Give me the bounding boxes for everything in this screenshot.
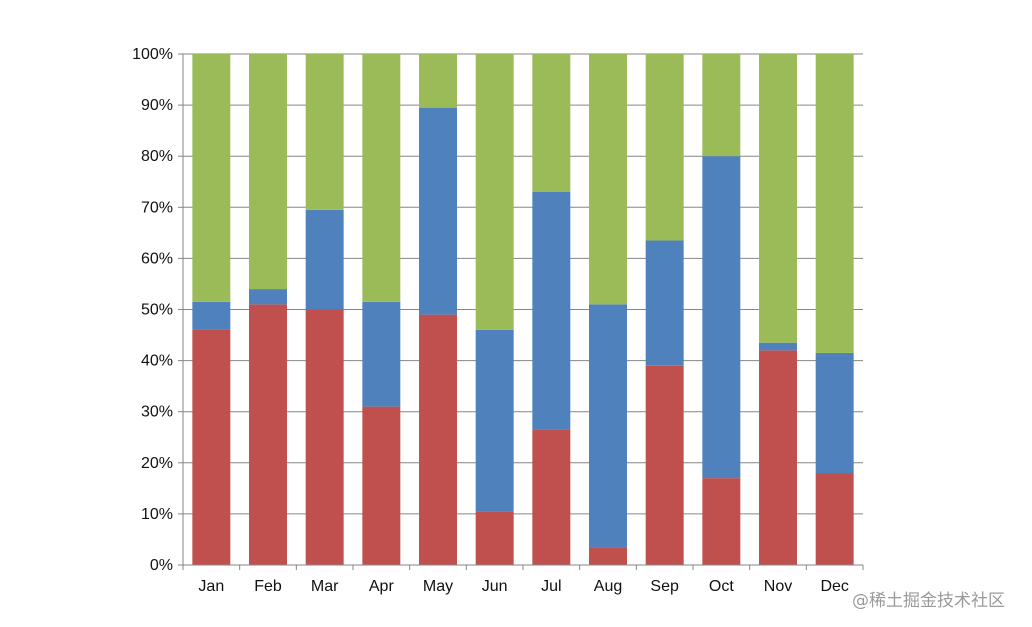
x-tick-label: Sep (650, 578, 679, 595)
bar-segment-dec-1 (815, 473, 854, 565)
y-tick-label: 20% (141, 455, 173, 472)
bar-segment-nov-2 (759, 342, 797, 351)
y-tick-label: 80% (141, 148, 173, 165)
y-tick-label: 70% (141, 199, 173, 216)
bar-segment-jan-2 (192, 301, 231, 330)
bar-segment-aug-3 (589, 54, 627, 305)
bar-segment-oct-2 (702, 156, 741, 479)
x-tick-label: Oct (709, 578, 734, 595)
axes (178, 53, 864, 570)
bar-segment-may-1 (419, 314, 457, 565)
y-tick-label: 0% (150, 557, 173, 574)
bar-segment-jun-1 (475, 511, 514, 565)
x-tick-label: Apr (369, 578, 395, 595)
y-tick-label: 40% (141, 353, 173, 370)
bar-segment-may-3 (419, 54, 457, 108)
bar-segment-mar-3 (305, 54, 344, 210)
watermark: @稀土掘金技术社区 (852, 591, 1005, 611)
bar-segment-feb-2 (249, 289, 287, 305)
bar-segment-nov-1 (759, 350, 797, 565)
x-tick-label: Jul (541, 578, 561, 595)
y-tick-label: 100% (132, 46, 173, 63)
x-tick-label: Feb (254, 578, 282, 595)
bar-segment-dec-2 (815, 352, 854, 474)
y-tick-label: 90% (141, 97, 173, 114)
x-tick-label: Aug (594, 578, 622, 595)
x-tick-label: Jun (482, 578, 508, 595)
y-tick-label: 60% (141, 250, 173, 267)
x-axis-tick-labels: Jan Feb Mar Apr May Jun Jul Aug Sep Oct Nov Dec (198, 578, 848, 595)
bar-segment-jul-3 (532, 54, 571, 192)
bar-segment-apr-1 (362, 406, 401, 565)
y-tick-label: 10% (141, 506, 173, 523)
bar-segment-sep-3 (645, 54, 684, 241)
gridlines (183, 53, 863, 515)
y-tick-label: 30% (141, 404, 173, 421)
bar-segment-aug-2 (589, 304, 627, 548)
bar-segment-oct-3 (702, 54, 741, 157)
bar-segment-sep-2 (645, 240, 684, 366)
bar-segment-apr-2 (362, 301, 401, 407)
bar-segment-aug-1 (589, 547, 627, 565)
bars (192, 54, 854, 565)
bar-segment-oct-1 (702, 478, 741, 565)
bar-segment-mar-2 (305, 209, 344, 310)
bar-segment-may-2 (419, 107, 457, 315)
bar-segment-jan-1 (192, 329, 231, 565)
bar-segment-jul-2 (532, 191, 571, 430)
x-tick-label: Mar (311, 578, 339, 595)
bar-segment-mar-1 (305, 309, 344, 565)
x-tick-label: Dec (820, 578, 848, 595)
bar-segment-sep-1 (645, 365, 684, 565)
x-tick-label: May (423, 578, 453, 595)
bar-segment-jun-2 (475, 329, 514, 512)
bar-segment-apr-3 (362, 54, 401, 302)
bar-segment-jul-1 (532, 429, 571, 565)
y-axis-tick-labels: 0% 10% 20% 30% 40% 50% 60% 70% 80% 90% 100% (132, 46, 173, 574)
bar-segment-nov-3 (759, 54, 797, 343)
x-tick-label: Nov (764, 578, 792, 595)
x-tick-label: Jan (198, 578, 224, 595)
bar-segment-jun-3 (475, 54, 514, 330)
bar-segment-jan-3 (192, 54, 231, 302)
bar-segment-feb-3 (249, 54, 287, 290)
bar-segment-dec-3 (815, 54, 854, 353)
y-tick-label: 50% (141, 302, 173, 319)
bar-segment-feb-1 (249, 304, 287, 565)
